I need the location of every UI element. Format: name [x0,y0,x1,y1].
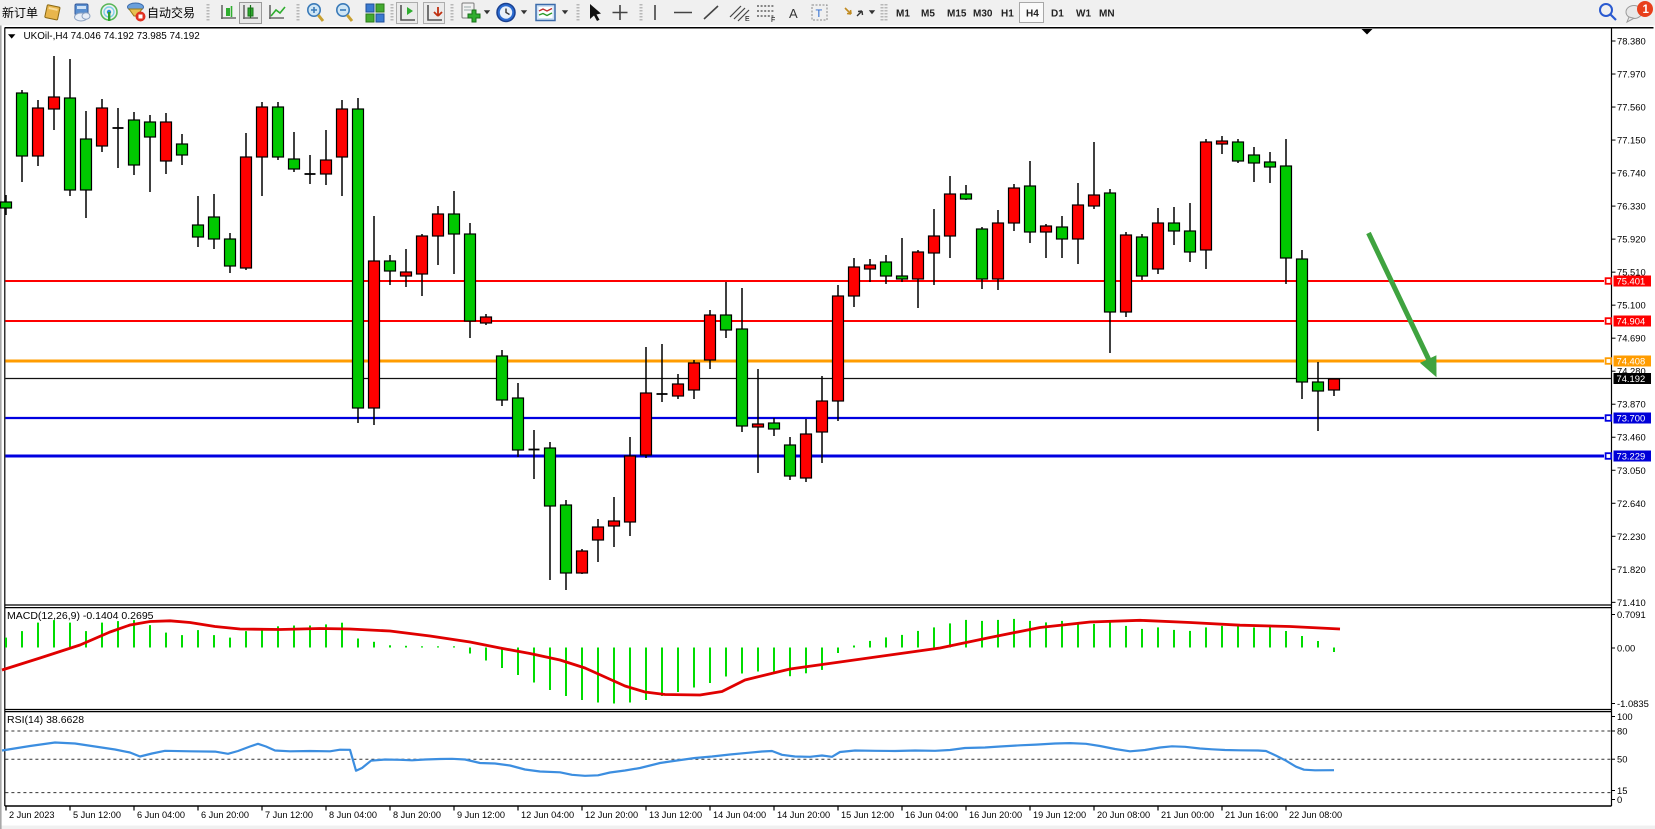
svg-text:50: 50 [1617,754,1627,765]
svg-text:UKOil-,H4 74.046 74.192 73.98: UKOil-,H4 74.046 74.192 73.985 74.192 [24,31,200,42]
svg-text:78.380: 78.380 [1617,36,1646,47]
svg-text:77.970: 77.970 [1617,69,1646,80]
svg-text:73.700: 73.700 [1617,413,1646,424]
svg-text:6 Jun 04:00: 6 Jun 04:00 [137,810,185,820]
svg-text:75.100: 75.100 [1617,300,1646,311]
svg-text:74.192: 74.192 [1617,373,1646,384]
svg-text:D1: D1 [1051,9,1064,20]
svg-text:73.460: 73.460 [1617,432,1646,443]
svg-text:M1: M1 [896,9,910,20]
svg-text:2 Jun 2023: 2 Jun 2023 [9,810,54,820]
svg-text:-1.0835: -1.0835 [1617,698,1649,709]
svg-text:73.050: 73.050 [1617,465,1646,476]
svg-text:自动交易: 自动交易 [147,5,195,20]
svg-text:72.640: 72.640 [1617,498,1646,509]
svg-text:14 Jun 04:00: 14 Jun 04:00 [713,810,766,820]
svg-text:74.408: 74.408 [1617,356,1646,367]
svg-text:76.740: 76.740 [1617,168,1646,179]
svg-text:72.230: 72.230 [1617,531,1646,542]
svg-text:M30: M30 [973,9,993,20]
svg-text:RSI(14) 38.6628: RSI(14) 38.6628 [7,714,84,726]
svg-text:21 Jun 16:00: 21 Jun 16:00 [1225,810,1278,820]
svg-text:H1: H1 [1001,9,1014,20]
svg-text:8 Jun 04:00: 8 Jun 04:00 [329,810,377,820]
svg-text:0.00: 0.00 [1617,643,1635,654]
svg-text:E: E [745,16,750,23]
svg-text:A: A [789,6,798,21]
svg-text:1: 1 [1643,4,1650,16]
svg-text:21 Jun 00:00: 21 Jun 00:00 [1161,810,1214,820]
svg-text:M5: M5 [921,9,935,20]
svg-text:74.280: 74.280 [1617,366,1646,377]
svg-text:76.330: 76.330 [1617,201,1646,212]
svg-text:19 Jun 12:00: 19 Jun 12:00 [1033,810,1086,820]
svg-text:15: 15 [1617,785,1627,796]
svg-text:6 Jun 20:00: 6 Jun 20:00 [201,810,249,820]
svg-text:100: 100 [1617,711,1633,722]
svg-text:0: 0 [1617,794,1622,805]
svg-text:74.690: 74.690 [1617,333,1646,344]
svg-text:5 Jun 12:00: 5 Jun 12:00 [73,810,121,820]
svg-text:80: 80 [1617,726,1627,737]
svg-text:8 Jun 20:00: 8 Jun 20:00 [393,810,441,820]
svg-text:74.904: 74.904 [1617,316,1646,327]
svg-text:22 Jun 08:00: 22 Jun 08:00 [1289,810,1342,820]
svg-text:MN: MN [1099,9,1115,20]
svg-text:16 Jun 20:00: 16 Jun 20:00 [969,810,1022,820]
svg-text:T: T [816,8,823,20]
svg-text:M15: M15 [947,9,967,20]
svg-text:F: F [771,17,775,24]
svg-text:73.870: 73.870 [1617,399,1646,410]
svg-text:15 Jun 12:00: 15 Jun 12:00 [841,810,894,820]
svg-text:W1: W1 [1076,9,1091,20]
svg-text:新订单: 新订单 [2,5,38,20]
svg-text:75.401: 75.401 [1617,276,1646,287]
svg-text:12 Jun 04:00: 12 Jun 04:00 [521,810,574,820]
svg-text:77.560: 77.560 [1617,102,1646,113]
svg-text:20 Jun 08:00: 20 Jun 08:00 [1097,810,1150,820]
svg-text:14 Jun 20:00: 14 Jun 20:00 [777,810,830,820]
svg-text:13 Jun 12:00: 13 Jun 12:00 [649,810,702,820]
svg-text:0.7091: 0.7091 [1617,609,1646,620]
svg-text:12 Jun 20:00: 12 Jun 20:00 [585,810,638,820]
svg-text:7 Jun 12:00: 7 Jun 12:00 [265,810,313,820]
svg-text:73.229: 73.229 [1617,451,1646,462]
svg-text:MACD(12,26,9) -0.1404 0.2695: MACD(12,26,9) -0.1404 0.2695 [7,610,154,622]
svg-text:71.410: 71.410 [1617,597,1646,608]
svg-text:75.510: 75.510 [1617,267,1646,278]
svg-text:H4: H4 [1026,9,1039,20]
svg-text:75.920: 75.920 [1617,234,1646,245]
svg-text:77.150: 77.150 [1617,135,1646,146]
svg-text:16 Jun 04:00: 16 Jun 04:00 [905,810,958,820]
svg-text:9 Jun 12:00: 9 Jun 12:00 [457,810,505,820]
svg-text:71.820: 71.820 [1617,564,1646,575]
